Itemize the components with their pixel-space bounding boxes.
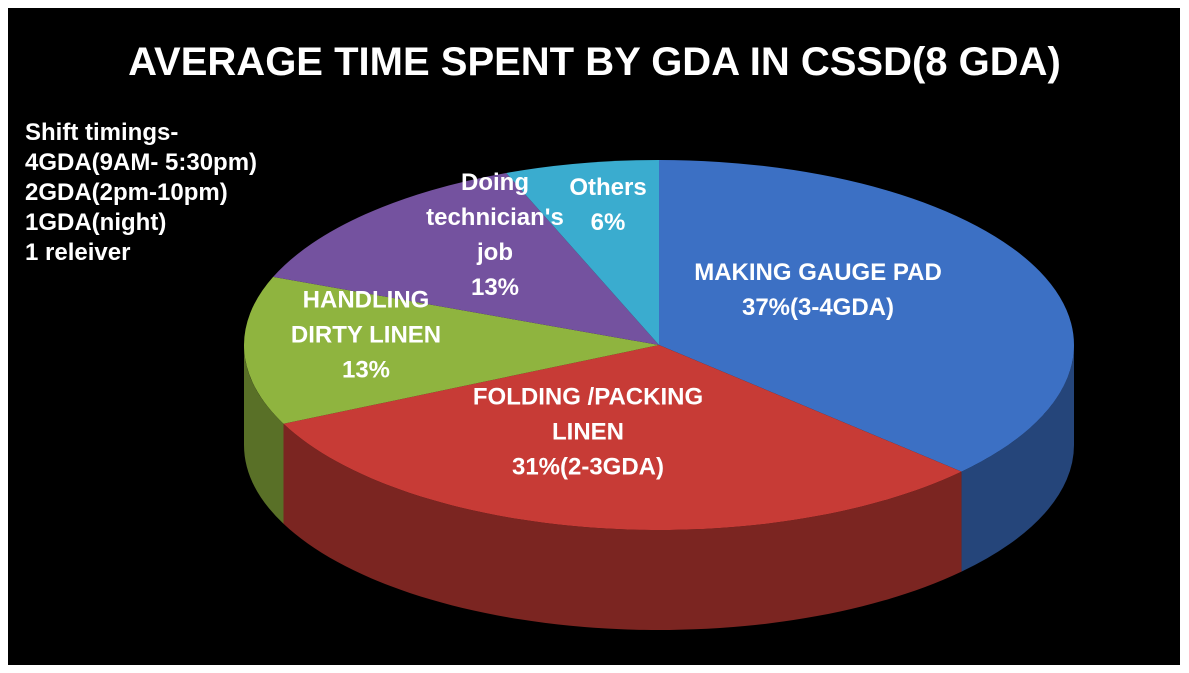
data-label: HANDLING DIRTY LINEN 13% [271,283,461,388]
value-label: 37%(3-4GDA) [741,294,895,321]
slice-side [244,345,284,524]
category-label: Others [569,174,647,201]
annotation-line: 1GDA(night) [25,209,167,236]
category-label: HANDLING DIRTY LINEN [290,286,442,349]
slice-side [283,423,962,630]
category-label: MAKING GAUGE PAD [694,259,942,286]
value-label: 6% [590,209,626,236]
data-label: Doing technician's job 13% [405,165,585,305]
data-label: FOLDING /PACKING LINEN 31%(2-3GDA) [468,380,708,485]
slice [273,172,659,345]
slice [659,160,1074,472]
annotation-line: Shift timings- [25,119,179,146]
category-label: Doing technician's job [426,169,564,266]
slice [244,276,659,424]
data-label: Others 6% [553,170,663,240]
data-label: MAKING GAUGE PAD 37%(3-4GDA) [693,255,943,325]
value-label: 13% [470,274,520,301]
slice [283,345,962,530]
annotation-line: 4GDA(9AM- 5:30pm) [25,149,258,176]
slice-side [961,345,1074,572]
slice [506,160,659,345]
annotation-line: 1 releiver [25,239,131,266]
category-label: FOLDING /PACKING LINEN [472,383,704,446]
annotation: Shift timings- 4GDA(9AM- 5:30pm) 2GDA(2pm-… [25,118,257,268]
annotation-line: 2GDA(2pm-10pm) [25,179,228,206]
chart-title: AVERAGE TIME SPENT BY GDA IN CSSD(8 GDA) [128,40,1061,84]
value-label: 13% [341,356,391,384]
value-label: 31%(2-3GDA) [511,453,665,481]
